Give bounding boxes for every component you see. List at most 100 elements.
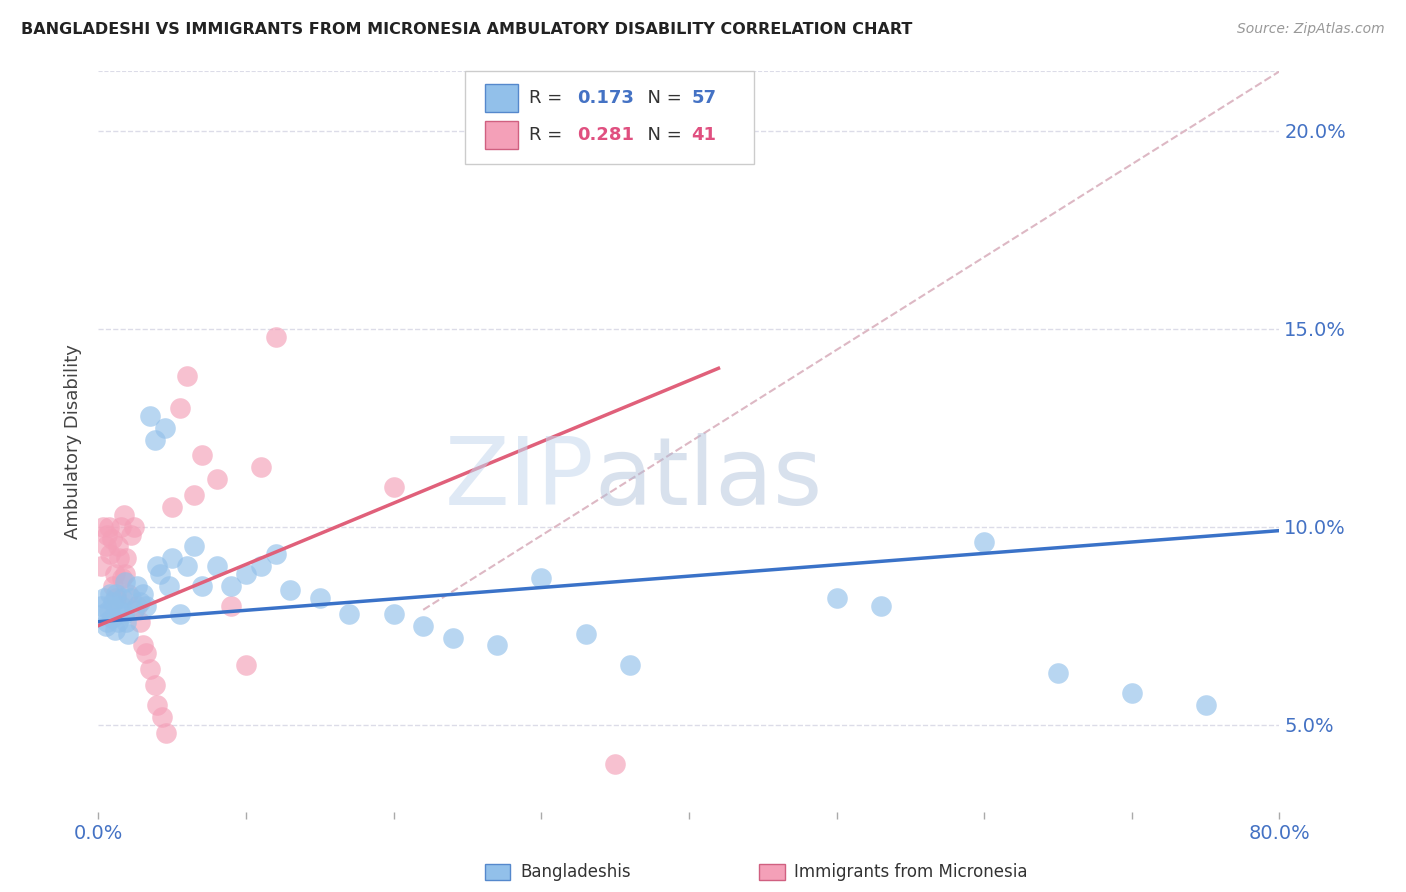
Point bbox=[94, 540, 117, 554]
Point bbox=[870, 599, 893, 613]
Point bbox=[575, 626, 598, 640]
Point bbox=[128, 615, 150, 629]
Point bbox=[107, 615, 129, 629]
Point bbox=[108, 603, 131, 617]
Point bbox=[1195, 698, 1218, 712]
Point bbox=[309, 591, 332, 605]
Point bbox=[441, 631, 464, 645]
Point bbox=[973, 535, 995, 549]
Point bbox=[108, 551, 131, 566]
Point bbox=[122, 603, 145, 617]
Point bbox=[162, 551, 183, 566]
Point bbox=[132, 587, 155, 601]
Point bbox=[221, 599, 243, 613]
Point bbox=[94, 618, 117, 632]
Point bbox=[115, 551, 138, 566]
Point bbox=[146, 698, 169, 712]
Point bbox=[339, 607, 361, 621]
Text: 0.281: 0.281 bbox=[576, 126, 634, 144]
Point bbox=[235, 567, 257, 582]
Point bbox=[98, 547, 121, 561]
Point bbox=[91, 519, 114, 533]
Point bbox=[90, 559, 112, 574]
Point bbox=[149, 567, 172, 582]
Point bbox=[155, 725, 177, 739]
Point bbox=[412, 618, 434, 632]
Point bbox=[205, 559, 228, 574]
Point bbox=[221, 579, 243, 593]
Point bbox=[120, 591, 142, 605]
Point bbox=[120, 527, 142, 541]
Point bbox=[93, 591, 115, 605]
Y-axis label: Ambulatory Disability: Ambulatory Disability bbox=[65, 344, 83, 539]
Point bbox=[486, 639, 509, 653]
Point bbox=[825, 591, 848, 605]
Point bbox=[125, 599, 148, 613]
Point bbox=[250, 559, 273, 574]
Point bbox=[143, 678, 166, 692]
Point bbox=[105, 591, 128, 605]
Point bbox=[235, 658, 257, 673]
Point bbox=[91, 607, 114, 621]
Point bbox=[110, 519, 132, 533]
Point bbox=[125, 579, 148, 593]
Point bbox=[96, 615, 118, 629]
Point bbox=[105, 587, 128, 601]
Text: R =: R = bbox=[530, 126, 568, 144]
Point bbox=[205, 472, 228, 486]
Text: 57: 57 bbox=[692, 89, 716, 107]
Text: Immigrants from Micronesia: Immigrants from Micronesia bbox=[794, 863, 1028, 881]
Point bbox=[115, 615, 138, 629]
Point bbox=[153, 420, 176, 434]
Point bbox=[146, 559, 169, 574]
Point bbox=[100, 532, 122, 546]
Point bbox=[143, 433, 166, 447]
Point bbox=[112, 607, 135, 621]
Point bbox=[103, 595, 125, 609]
Point bbox=[135, 646, 157, 660]
Point bbox=[90, 599, 112, 613]
Point bbox=[169, 607, 191, 621]
Text: atlas: atlas bbox=[595, 433, 823, 524]
Point bbox=[114, 575, 136, 590]
Point bbox=[139, 409, 162, 423]
Point bbox=[114, 567, 136, 582]
Point bbox=[157, 579, 180, 593]
Point bbox=[112, 508, 135, 522]
Point bbox=[169, 401, 191, 415]
Point bbox=[122, 519, 145, 533]
FancyBboxPatch shape bbox=[464, 71, 754, 164]
Point bbox=[183, 488, 205, 502]
Text: N =: N = bbox=[636, 89, 688, 107]
Point bbox=[382, 607, 405, 621]
Point bbox=[98, 587, 121, 601]
Point bbox=[135, 599, 157, 613]
Text: N =: N = bbox=[636, 126, 688, 144]
Point bbox=[191, 579, 214, 593]
Text: 41: 41 bbox=[692, 126, 716, 144]
Point bbox=[117, 587, 139, 601]
Text: Bangladeshis: Bangladeshis bbox=[520, 863, 631, 881]
Point bbox=[97, 603, 120, 617]
Bar bbox=[485, 84, 517, 112]
Point bbox=[280, 582, 302, 597]
Point bbox=[117, 626, 139, 640]
Point bbox=[1121, 686, 1143, 700]
Point bbox=[107, 540, 129, 554]
Point bbox=[162, 500, 183, 514]
Point bbox=[605, 757, 627, 772]
Point bbox=[111, 591, 134, 605]
Point bbox=[150, 709, 173, 723]
Point bbox=[264, 547, 287, 561]
Point bbox=[111, 571, 134, 585]
Point bbox=[176, 559, 198, 574]
Point bbox=[619, 658, 641, 673]
Point bbox=[139, 662, 162, 676]
Point bbox=[97, 519, 120, 533]
Text: ZIP: ZIP bbox=[444, 433, 595, 524]
Point bbox=[100, 611, 122, 625]
Point bbox=[104, 567, 127, 582]
Point bbox=[183, 540, 205, 554]
Text: 0.173: 0.173 bbox=[576, 89, 634, 107]
Point bbox=[104, 623, 127, 637]
